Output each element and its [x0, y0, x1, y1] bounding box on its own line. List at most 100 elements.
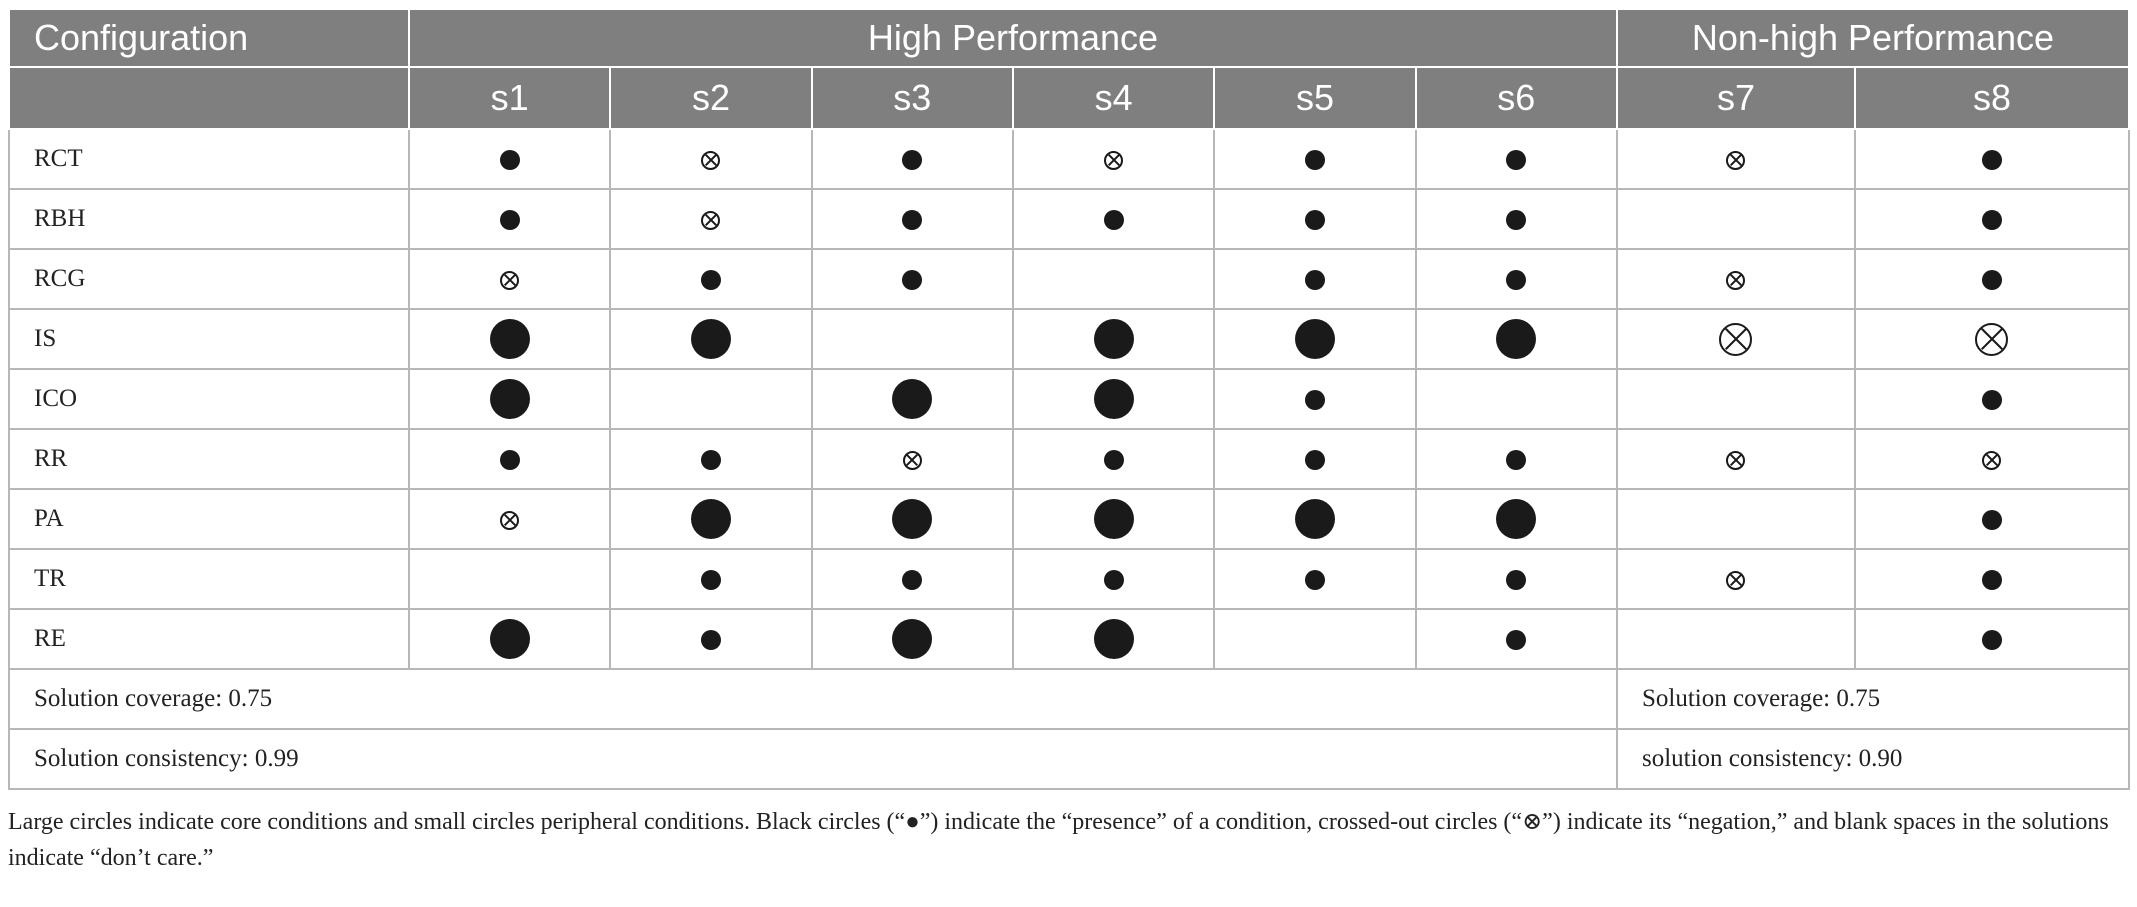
table-row: PA — [8, 488, 2131, 550]
solution-header-s8: s8 — [1853, 66, 2131, 130]
condition-cell — [1414, 548, 1618, 610]
presence-core-icon — [892, 499, 933, 539]
condition-cell — [407, 188, 612, 250]
condition-cell — [810, 188, 1014, 250]
condition-cell — [1615, 128, 1856, 190]
condition-cell — [810, 308, 1014, 370]
table-row: RCG — [8, 248, 2131, 310]
negation-core-icon — [1975, 322, 2009, 356]
condition-cell — [1853, 128, 2131, 190]
condition-cell — [810, 548, 1014, 610]
condition-cell — [407, 248, 612, 310]
table-row: ICO — [8, 368, 2131, 430]
presence-peripheral-icon — [902, 570, 923, 591]
condition-cell — [1213, 488, 1417, 550]
table-row: IS — [8, 308, 2131, 370]
solution-header-s4: s4 — [1011, 66, 1216, 130]
configuration-table: Configuration High Performance Non-high … — [8, 8, 2131, 790]
condition-cell — [1011, 428, 1216, 490]
row-label: IS — [8, 308, 410, 370]
condition-cell — [1853, 428, 2131, 490]
condition-cell — [1615, 248, 1856, 310]
presence-peripheral-icon — [1981, 630, 2002, 651]
presence-peripheral-icon — [1304, 570, 1325, 591]
negation-peripheral-icon — [1726, 270, 1746, 290]
presence-peripheral-icon — [1304, 210, 1325, 231]
condition-cell — [1853, 548, 2131, 610]
presence-peripheral-icon — [499, 450, 520, 471]
presence-peripheral-icon — [1103, 570, 1124, 591]
presence-peripheral-icon — [700, 570, 721, 591]
table-row: RE — [8, 608, 2131, 670]
presence-peripheral-icon — [1506, 270, 1527, 291]
condition-cell — [1615, 488, 1856, 550]
condition-cell — [1414, 188, 1618, 250]
non-high-performance-header: Non-high Performance — [1615, 8, 2131, 68]
presence-peripheral-icon — [1981, 510, 2002, 531]
condition-cell — [1414, 428, 1618, 490]
condition-cell — [1414, 368, 1618, 430]
table-row: RBH — [8, 188, 2131, 250]
condition-cell — [1615, 188, 1856, 250]
table-body: RCT RBH RCG IS ICO RR PA TR RE — [8, 128, 2131, 670]
condition-cell — [1213, 248, 1417, 310]
table-footer: Solution coverage: 0.75 Solution coverag… — [8, 668, 2131, 790]
presence-peripheral-icon — [902, 270, 923, 291]
condition-cell — [1414, 488, 1618, 550]
presence-peripheral-icon — [1304, 270, 1325, 291]
presence-peripheral-icon — [1506, 630, 1527, 651]
condition-cell — [1213, 428, 1417, 490]
table-row: RR — [8, 428, 2131, 490]
negation-peripheral-icon — [1726, 570, 1746, 590]
presence-core-icon — [690, 499, 731, 539]
presence-core-icon — [1093, 319, 1134, 359]
condition-cell — [609, 188, 813, 250]
negation-peripheral-icon — [1104, 150, 1124, 170]
configuration-table-figure: Configuration High Performance Non-high … — [8, 8, 2131, 876]
condition-cell — [1213, 128, 1417, 190]
condition-cell — [1213, 368, 1417, 430]
negation-peripheral-icon — [1982, 450, 2002, 470]
condition-cell — [1615, 308, 1856, 370]
high-solution-coverage: Solution coverage: 0.75 — [8, 668, 1618, 730]
presence-peripheral-icon — [1981, 390, 2002, 411]
presence-peripheral-icon — [1103, 450, 1124, 471]
configuration-header: Configuration — [8, 8, 410, 68]
presence-core-icon — [1294, 499, 1335, 539]
presence-peripheral-icon — [700, 630, 721, 651]
presence-core-icon — [1294, 319, 1335, 359]
nonhigh-solution-consistency: solution consistency: 0.90 — [1615, 728, 2131, 790]
presence-peripheral-icon — [902, 210, 923, 231]
presence-core-icon — [690, 319, 731, 359]
condition-cell — [1011, 368, 1216, 430]
presence-core-icon — [1496, 499, 1537, 539]
presence-peripheral-icon — [1981, 270, 2002, 291]
condition-cell — [1213, 548, 1417, 610]
presence-peripheral-icon — [1981, 210, 2002, 231]
presence-peripheral-icon — [700, 270, 721, 291]
table-row: RCT — [8, 128, 2131, 190]
condition-cell — [609, 128, 813, 190]
condition-cell — [1853, 488, 2131, 550]
presence-core-icon — [892, 379, 933, 419]
presence-core-icon — [1093, 379, 1134, 419]
condition-cell — [1615, 428, 1856, 490]
condition-cell — [609, 608, 813, 670]
solution-header-s7: s7 — [1615, 66, 1856, 130]
condition-cell — [1011, 128, 1216, 190]
negation-peripheral-icon — [902, 450, 922, 470]
condition-cell — [1615, 608, 1856, 670]
condition-cell — [1853, 608, 2131, 670]
condition-cell — [1011, 188, 1216, 250]
row-label: PA — [8, 488, 410, 550]
negation-peripheral-icon — [1726, 150, 1746, 170]
table-footnote: Large circles indicate core conditions a… — [8, 809, 2109, 871]
negation-core-icon — [1719, 322, 1753, 356]
negation-peripheral-icon — [701, 150, 721, 170]
condition-cell — [1011, 248, 1216, 310]
condition-cell — [1011, 548, 1216, 610]
condition-cell — [1414, 308, 1618, 370]
condition-cell — [1213, 608, 1417, 670]
condition-cell — [407, 548, 612, 610]
condition-cell — [810, 248, 1014, 310]
